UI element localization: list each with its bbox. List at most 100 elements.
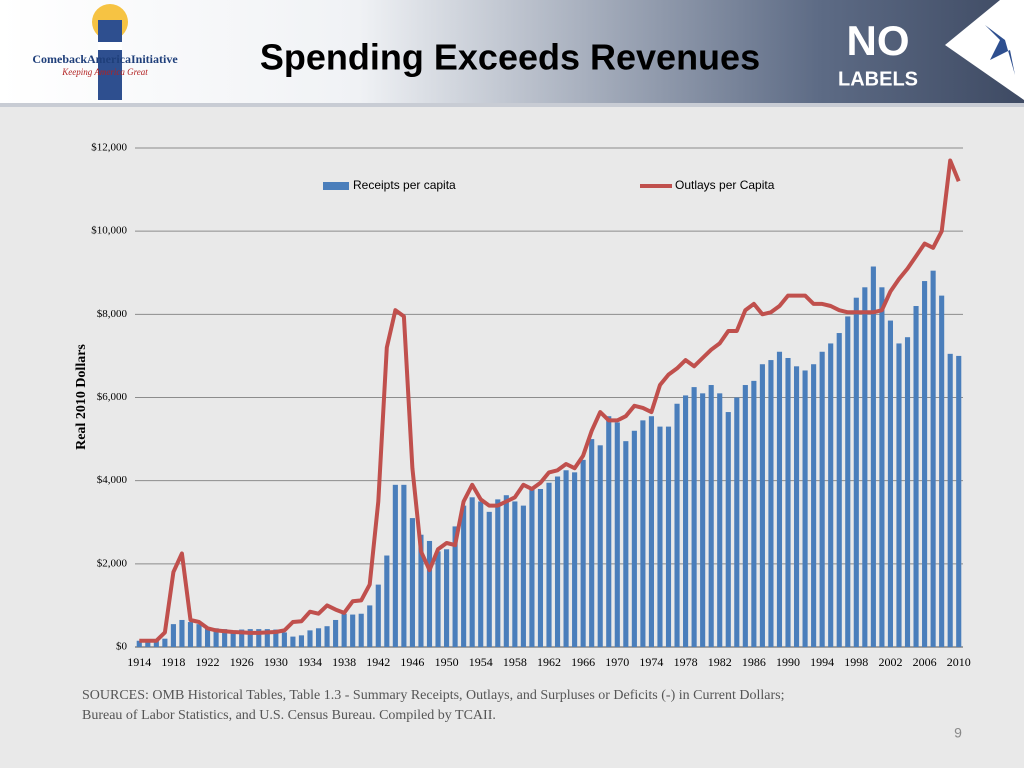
bar [563,470,569,647]
bar [776,351,783,647]
bar [734,397,740,647]
logo-star [985,25,1015,75]
x-tick-label: 1914 [127,655,151,669]
bar [307,630,313,647]
bar [606,416,612,647]
bar [657,426,663,647]
bar [196,624,202,647]
bar [222,629,228,647]
bar [136,640,142,647]
bar [213,628,219,647]
bar [597,445,603,647]
x-tick-label: 1930 [264,655,288,669]
bar [256,629,262,647]
bar [452,526,458,647]
bar [298,635,305,647]
bar [367,605,373,647]
y-tick-label: $8,000 [97,308,128,320]
bar [486,511,492,647]
bar [836,333,842,647]
bar [401,484,407,647]
bar [546,482,552,647]
legend-label: Receipts per capita [353,178,456,192]
logo-right: NO LABELS [838,0,1024,100]
bar [853,297,859,647]
page-number: 9 [954,725,962,741]
x-tick-label: 1938 [332,655,356,669]
bar [230,630,236,647]
bar [845,316,851,647]
bar [768,360,774,647]
x-tick-label: 1994 [810,655,834,669]
legend-swatch [323,182,349,190]
bar [708,385,714,647]
bar [896,343,902,647]
bar [273,629,279,647]
bar [341,613,347,647]
bar [862,287,868,647]
x-tick-label: 1942 [366,655,390,669]
x-tick-label: 1962 [537,655,561,669]
bar [870,266,876,647]
x-tick-label: 1966 [571,655,595,669]
bar [887,320,894,647]
legend-label: Outlays per Capita [675,178,775,192]
bar [187,622,194,647]
bar [640,420,646,647]
bar [503,495,509,647]
x-tick-label: 1950 [435,655,459,669]
y-tick-label: $0 [116,641,128,653]
logo-labels: LABELS [838,68,918,90]
bar [179,619,185,647]
bar [315,628,322,647]
logo-tagline: Keeping America Great [61,67,148,77]
header-rule [0,103,1024,107]
y-axis-label: Real 2010 Dollars [74,344,89,450]
x-tick-label: 1974 [639,655,663,669]
bar [742,385,748,647]
x-tick-label: 1998 [844,655,868,669]
x-tick-label: 1990 [776,655,800,669]
bar [674,403,680,647]
bar [204,628,211,647]
x-tick-label: 1918 [161,655,185,669]
bar [785,357,791,647]
bar [572,472,578,647]
bar [145,640,151,647]
bar [529,488,535,647]
logo-name: ComebackAmericaInitiative [32,52,178,66]
bar [290,636,296,647]
y-tick-label: $2,000 [97,557,128,569]
bar [281,632,287,647]
x-tick-label: 2006 [913,655,937,669]
y-tick-label: $6,000 [97,391,128,403]
x-tick-label: 1958 [503,655,527,669]
bar [828,343,834,647]
bar [751,380,757,647]
bar [683,395,689,647]
bar [691,387,697,647]
bar [435,551,441,647]
logo-no: NO [847,17,910,64]
bar [725,412,731,647]
bar [913,306,919,647]
bar [631,430,637,647]
x-tick-label: 2002 [878,655,902,669]
source-line: Bureau of Labor Statistics, and U.S. Cen… [82,708,496,723]
bar [409,518,415,647]
x-tick-label: 1946 [400,655,424,669]
bar [162,638,168,647]
bar [793,366,800,647]
bar [554,476,561,647]
x-tick-label: 1982 [708,655,732,669]
slide-title: Spending Exceeds Revenues [260,37,760,78]
chart: $0 $2,000 $4,000 $6,000 $8,000 $10,000 $12,000… [91,142,970,669]
bar [623,441,629,647]
bar [444,549,450,647]
bar [153,640,159,647]
bar [170,624,176,647]
bar [648,416,654,647]
source-line: SOURCES: OMB Historical Tables, Table 1.… [82,688,785,703]
bar [495,499,501,647]
